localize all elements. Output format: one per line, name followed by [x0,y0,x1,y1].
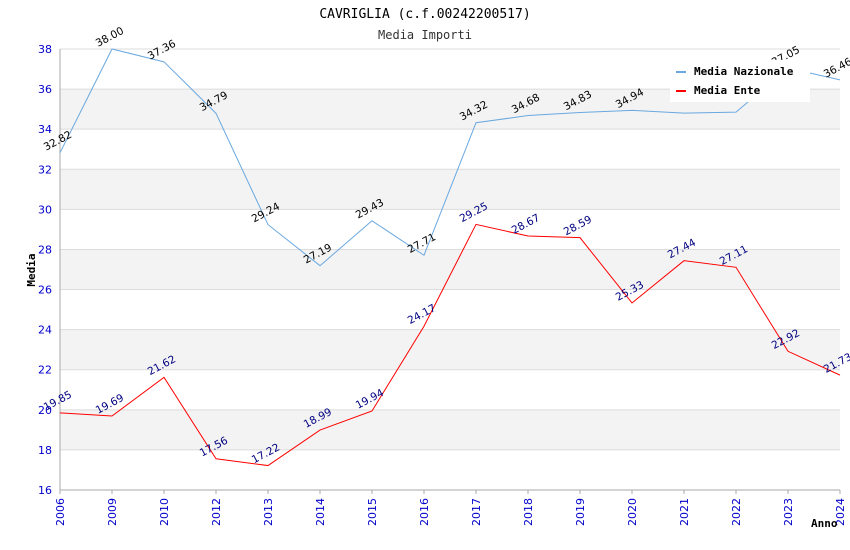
x-tick-label: 2016 [418,498,431,526]
x-tick-label: 2021 [678,498,691,526]
y-tick-label: 16 [38,484,52,497]
plot-band [60,409,840,450]
y-tick-label: 38 [38,43,52,56]
y-tick-label: 20 [38,404,52,417]
y-tick-label: 24 [38,324,52,337]
x-tick-label: 2023 [782,498,795,526]
x-tick-labels: 2006 2009 2010 2012 2013 2014 2015 2016 2017 2018… [54,490,847,526]
chart-title: CAVRIGLIA (c.f.00242200517) [319,7,530,22]
y-tick-labels: 16 18 20 22 24 26 28 30 32 34 36 38 [38,43,52,497]
plot-bands [60,49,840,490]
x-tick-label: 2019 [574,498,587,526]
x-tick-label: 2010 [158,498,171,526]
plot-band [60,249,840,290]
grid-lines [60,48,840,491]
plot-band [60,129,840,170]
y-tick-label: 30 [38,203,52,216]
series-line-media-nazionale [59,48,841,267]
y-tick-label: 18 [38,444,52,457]
y-tick-label: 32 [38,163,52,176]
plot-band [60,369,840,410]
y-tick-label: 26 [38,284,52,297]
plot-band [60,329,840,370]
legend-label-media-ente: Media Ente [694,84,761,97]
y-tick-label: 28 [38,243,52,256]
y-axis-label: Media [25,253,38,286]
legend-label-media-nazionale: Media Nazionale [694,65,794,78]
x-tick-label: 2015 [366,498,379,526]
y-tick-label: 22 [38,364,52,377]
chart-subtitle: Media Importi [378,28,472,42]
plot-band [60,289,840,330]
plot-band [60,449,840,490]
x-tick-label: 2012 [210,498,223,526]
y-tick-label: 34 [38,123,52,136]
x-tick-label: 2013 [262,498,275,526]
x-axis-label: Anno [811,517,838,530]
data-label: 38.00 [94,25,126,50]
series-line-media-ente [59,223,841,467]
legend-box [670,60,810,102]
x-tick-label: 2006 [54,498,67,526]
x-tick-label: 2018 [522,498,535,526]
x-tick-label: 2017 [470,498,483,526]
series-lines [59,48,841,467]
x-tick-label: 2014 [314,498,327,526]
x-tick-label: 2020 [626,498,639,526]
plot-band [60,209,840,250]
x-tick-label: 2022 [730,498,743,526]
x-tick-label: 2024 [834,498,847,526]
legend: Media Nazionale Media Ente [670,60,810,102]
x-tick-label: 2009 [106,498,119,526]
y-tick-label: 36 [38,83,52,96]
